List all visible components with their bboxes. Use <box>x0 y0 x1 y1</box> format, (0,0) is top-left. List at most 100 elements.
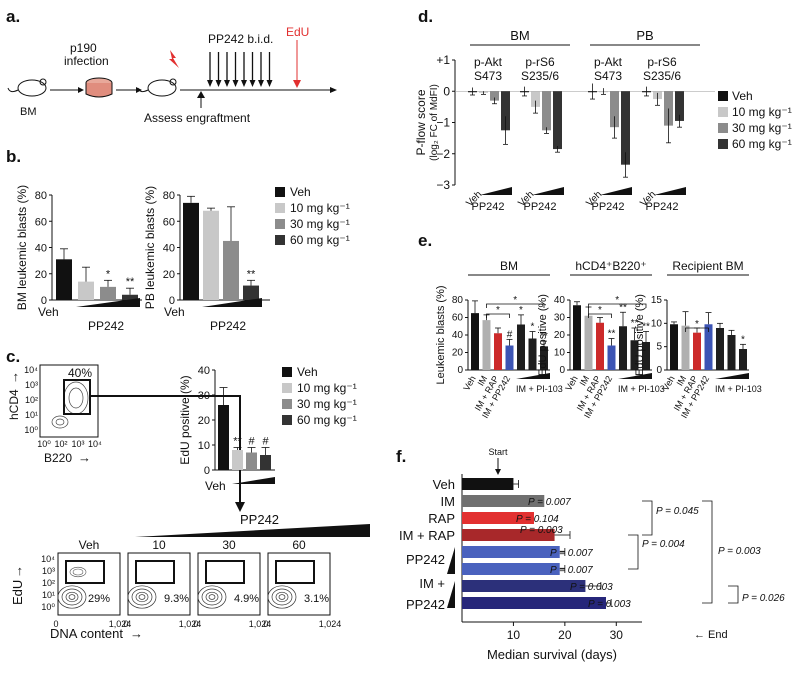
y-tick-label: 60 <box>452 313 464 324</box>
comparison-bracket <box>642 500 653 536</box>
significance-mark: ** <box>247 268 256 280</box>
dose-arrow-head <box>258 80 264 87</box>
x-tick-label: 0 <box>263 619 268 629</box>
x-tick-label: IM + PI-103 <box>516 384 563 394</box>
legend-swatch <box>282 367 292 377</box>
pp242-wedge-label: PP242 <box>240 512 279 527</box>
x-tick-label: 10 <box>507 628 521 642</box>
legend-d: Veh 10 mg kg⁻¹ 30 mg kg⁻¹ 60 mg kg⁻¹ <box>718 89 792 151</box>
flow-contour <box>208 594 216 600</box>
dose-arrow-head <box>224 80 230 87</box>
x-tick-label: 10³ <box>71 439 84 449</box>
dose-wedge <box>232 477 275 484</box>
flow-percent: 4.9% <box>234 593 259 605</box>
flow-plot-frame <box>197 552 261 616</box>
comparison-bracket <box>588 303 647 308</box>
significance-mark: * <box>741 334 745 345</box>
dose-arrow-head <box>266 80 273 87</box>
chart-f-survival: 10 20 30 Median survival (days) Start ← End Ve… <box>399 447 785 662</box>
y-tick-label: +1 <box>436 53 450 67</box>
bar <box>501 91 510 131</box>
pp242-dosing-label: PP242 b.i.d. <box>208 32 273 46</box>
edu-axis-label: EdU <box>10 580 25 605</box>
y-tick-label: 80 <box>163 190 175 202</box>
bar <box>462 495 545 507</box>
flow-plot-title: 60 <box>292 538 306 552</box>
bar <box>260 455 271 470</box>
y-tick-label: 10⁴ <box>24 365 38 375</box>
x-label-pp242: PP242 <box>88 319 124 333</box>
x-tick-label: 10⁴ <box>88 439 102 449</box>
p-value: P = 0.003 <box>520 525 563 536</box>
flow-plot-title: Veh <box>79 538 100 552</box>
irradiation-icon <box>169 50 179 68</box>
y-tick-label: 40 <box>35 243 47 255</box>
x-tick-label: 30 <box>610 628 624 642</box>
dose-wedge <box>532 187 564 195</box>
legend-swatch <box>282 383 292 393</box>
x-axis-label: Median survival (days) <box>487 647 617 662</box>
gate-x-ticks: 10⁰ 10² 10³ 10⁴ <box>37 439 102 449</box>
legend-swatch <box>275 219 285 229</box>
bar <box>630 340 639 370</box>
x-label-veh: Veh <box>38 305 59 319</box>
dosing-arrows <box>207 52 273 87</box>
y-axis-label: Leukemic blasts (%) <box>435 285 447 384</box>
group-label: p-Akt <box>594 55 623 69</box>
culture-dish-icon <box>85 77 113 98</box>
bar <box>462 597 606 609</box>
dose-arrow-head <box>241 80 247 87</box>
x-label-veh: Veh <box>205 479 226 493</box>
bar <box>528 338 537 370</box>
flow-contour <box>68 594 76 600</box>
svg-text:→: → <box>130 626 143 641</box>
legend-swatch <box>718 107 728 117</box>
legend-swatch <box>282 399 292 409</box>
bar <box>542 91 551 131</box>
y-tick-label: 80 <box>452 295 464 306</box>
bar <box>462 546 560 558</box>
legend-swatch <box>275 235 285 245</box>
y-tick-label: 10³ <box>25 380 38 390</box>
p-value: P = 0.007 <box>550 565 593 576</box>
y-tick-label: 20 <box>35 269 47 281</box>
bar <box>739 349 747 370</box>
svg-text:→: → <box>10 565 25 578</box>
bar <box>681 325 690 370</box>
x-tick-label: 1,024 <box>109 619 132 629</box>
bar <box>704 324 713 370</box>
flow-contour <box>267 585 297 609</box>
y-axis-label: EdU positive (%) <box>537 294 549 376</box>
legend-label: Veh <box>290 185 311 199</box>
bar <box>727 335 736 370</box>
significance-mark: ** <box>233 436 242 448</box>
y-tick-label: 20 <box>554 330 566 341</box>
x-tick-label: 0 <box>53 619 58 629</box>
flow-contour <box>131 588 153 606</box>
x-tick-label: IM <box>578 374 592 388</box>
bracket-mark: * <box>598 305 602 316</box>
bar <box>505 345 514 370</box>
chart-d-pflow: +1 0 −1 −2 −3 P-flow score (log₂ FC of MdFI) BM… <box>414 28 715 213</box>
flow-contour <box>57 585 87 609</box>
legend-label: 60 mg kg⁻¹ <box>290 233 350 247</box>
legend-label: Veh <box>297 365 318 379</box>
y-tick-label: 0 <box>169 295 175 307</box>
assess-engraftment-label: Assess engraftment <box>144 111 251 125</box>
y-tick-label: 40 <box>198 365 210 377</box>
x-tick-label: IM + PI-103 <box>715 384 762 394</box>
group-label: S235/6 <box>521 69 559 83</box>
comparison-bracket <box>486 313 510 318</box>
bar <box>693 332 701 370</box>
row-label: IM + <box>419 576 445 591</box>
y-axis-label: P-flow score <box>414 89 428 155</box>
legend-label: 30 mg kg⁻¹ <box>297 397 357 411</box>
y-tick-label: 10¹ <box>42 590 55 600</box>
comparison-bracket <box>685 327 709 332</box>
y-tick-label: −2 <box>436 147 450 161</box>
flow-percent: 3.1% <box>304 593 329 605</box>
x-label-pp242: PP242 <box>210 319 246 333</box>
dose-wedge <box>76 298 140 307</box>
